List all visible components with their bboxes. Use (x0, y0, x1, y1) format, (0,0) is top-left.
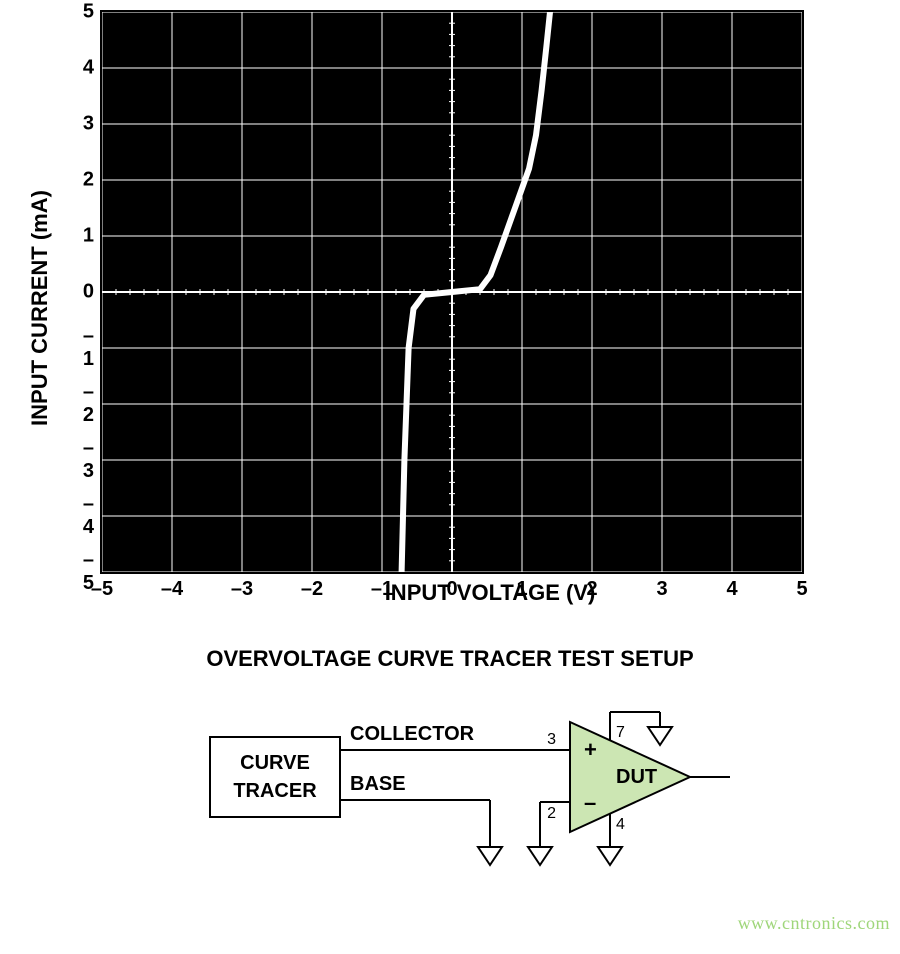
svg-text:TRACER: TRACER (233, 780, 317, 802)
y-tick-label: –3 (83, 437, 102, 483)
y-axis-label: INPUT CURRENT (mA) (27, 190, 53, 426)
y-tick-label: 2 (83, 169, 102, 192)
x-tick-label: 4 (726, 572, 737, 601)
svg-text:COLLECTOR: COLLECTOR (350, 723, 475, 745)
y-tick-label: –4 (83, 493, 102, 539)
svg-text:BASE: BASE (350, 773, 406, 795)
y-tick-label: –1 (83, 325, 102, 371)
svg-text:2: 2 (547, 805, 556, 822)
diagram-title: OVERVOLTAGE CURVE TRACER TEST SETUP (20, 646, 880, 672)
x-tick-label: 2 (586, 572, 597, 601)
x-tick-label: 5 (796, 572, 807, 601)
svg-text:+: + (584, 737, 597, 762)
watermark: www.cntronics.com (738, 913, 890, 934)
x-tick-label: –1 (371, 572, 393, 601)
y-tick-label: –2 (83, 381, 102, 427)
x-tick-label: –5 (91, 572, 113, 601)
x-tick-label: 0 (446, 572, 457, 601)
y-tick-label: 3 (83, 113, 102, 136)
x-tick-label: 3 (656, 572, 667, 601)
y-tick-label: 5 (83, 1, 102, 24)
x-tick-label: –3 (231, 572, 253, 601)
svg-text:CURVE: CURVE (240, 752, 310, 774)
svg-text:–: – (584, 790, 596, 815)
svg-text:7: 7 (616, 724, 625, 741)
x-tick-label: –2 (301, 572, 323, 601)
y-tick-label: 0 (83, 281, 102, 304)
svg-text:4: 4 (616, 816, 625, 833)
x-axis-label: INPUT VOLTAGE (V) (100, 580, 880, 606)
iv-curve-chart: –5–4–3–2–1012345–5–4–3–2–1012345 (100, 10, 804, 574)
x-tick-label: –4 (161, 572, 183, 601)
test-setup-diagram: CURVE TRACER + –DUT COLLECTOR 3 BASE 2 7 4 (100, 682, 800, 902)
y-tick-label: 4 (83, 57, 102, 80)
svg-text:DUT: DUT (616, 766, 657, 788)
y-tick-label: 1 (83, 225, 102, 248)
x-tick-label: 1 (516, 572, 527, 601)
svg-text:3: 3 (547, 731, 556, 748)
